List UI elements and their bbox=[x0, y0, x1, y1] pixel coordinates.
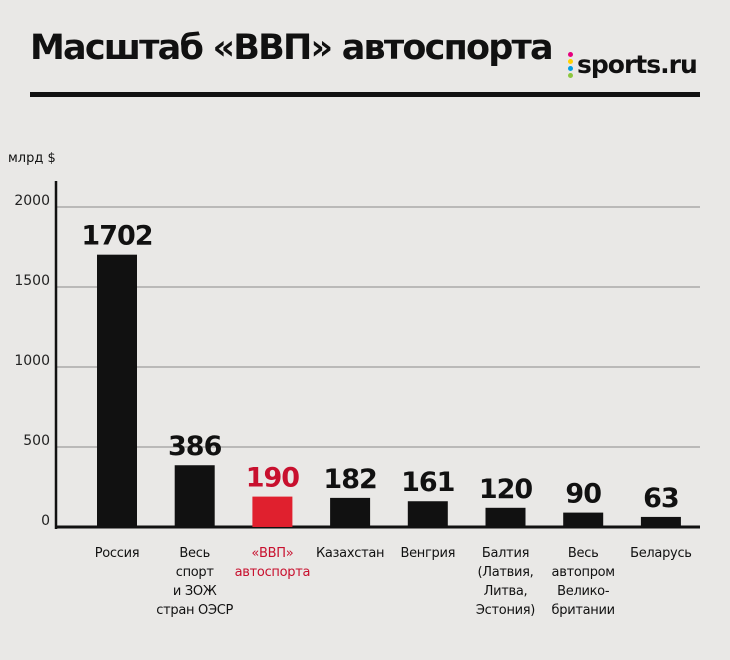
data-label: 386 bbox=[168, 431, 222, 462]
bar bbox=[330, 497, 371, 527]
y-tick-label: 1500 bbox=[14, 273, 50, 289]
data-label: 120 bbox=[479, 474, 533, 505]
x-tick-label: Весь спорт и ЗОЖ стран ОЭСР bbox=[156, 546, 234, 618]
y-tick-label: 500 bbox=[23, 433, 50, 449]
bar bbox=[485, 507, 526, 527]
x-tick-label: Венгрия bbox=[400, 546, 456, 561]
bar bbox=[174, 465, 215, 527]
bar bbox=[563, 512, 604, 527]
data-label: 1702 bbox=[81, 221, 152, 252]
sports-ru-logo: sports.ru bbox=[568, 50, 698, 79]
bar bbox=[407, 501, 448, 527]
data-label: 90 bbox=[565, 479, 601, 510]
x-tick-label: Казахстан bbox=[315, 546, 385, 561]
y-axis-label: млрд $ bbox=[8, 151, 56, 166]
data-label: 182 bbox=[323, 464, 376, 495]
x-tick-label: Весь автопром Велико- британии bbox=[551, 546, 616, 618]
x-tick-label: Россия bbox=[94, 546, 140, 561]
y-tick-label: 1000 bbox=[14, 353, 50, 369]
y-tick-label: 0 bbox=[41, 513, 50, 529]
bar bbox=[252, 496, 293, 527]
chart-title: Масштаб «ВВП» автоспорта bbox=[30, 28, 554, 68]
x-tick-label: Беларусь bbox=[630, 546, 692, 561]
y-tick-label: 2000 bbox=[14, 193, 50, 209]
data-label: 161 bbox=[401, 467, 454, 498]
bar bbox=[97, 254, 137, 527]
x-tick-label: «ВВП» автоспорта bbox=[234, 546, 311, 580]
data-label: 190 bbox=[246, 463, 300, 494]
title-rule bbox=[30, 92, 700, 97]
bar bbox=[640, 516, 681, 527]
x-tick-label: Балтия (Латвия, Литва, Эстония) bbox=[475, 546, 536, 618]
data-label: 63 bbox=[643, 483, 679, 514]
logo-dots-icon bbox=[568, 51, 573, 78]
logo-text: sports.ru bbox=[577, 50, 698, 79]
